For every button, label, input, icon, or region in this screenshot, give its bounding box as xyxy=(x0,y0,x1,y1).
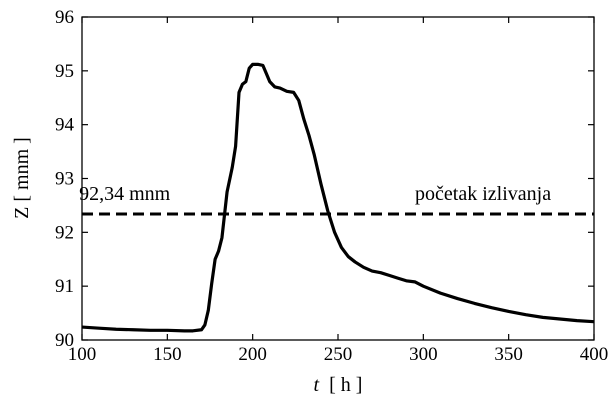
ticks xyxy=(81,16,595,341)
x-tick-label: 350 xyxy=(494,344,523,365)
x-axis-title: t [ h ] xyxy=(314,374,363,394)
y-tick-label: 93 xyxy=(55,169,74,190)
tick-labels: 100 150 200 250 300 350 400 90 91 92 93 94 95 96 xyxy=(55,7,608,365)
y-tick-label: 91 xyxy=(55,276,74,297)
y-tick-label: 94 xyxy=(55,115,75,136)
y-tick-label: 95 xyxy=(55,61,74,82)
water-level-series-line xyxy=(81,62,595,333)
x-tick-label: 150 xyxy=(153,344,182,365)
x-tick-label: 400 xyxy=(580,344,609,365)
overflow-start-label: početak izlivanja xyxy=(415,183,551,205)
y-tick-label: 90 xyxy=(55,330,74,351)
x-axis-unit: [ h ] xyxy=(329,374,362,394)
plot-lines xyxy=(81,62,595,333)
plot-frame xyxy=(81,16,595,341)
y-axis-title: Z [ mnm ] xyxy=(11,137,33,219)
x-tick-label: 300 xyxy=(409,344,438,365)
y-tick-label: 92 xyxy=(55,222,74,243)
threshold-value-label: 92,34 mnm xyxy=(79,183,171,205)
x-tick-label: 250 xyxy=(324,344,353,365)
x-tick-label: 100 xyxy=(68,344,97,365)
x-tick-label: 200 xyxy=(238,344,267,365)
x-axis-variable: t xyxy=(314,374,320,394)
y-tick-label: 96 xyxy=(55,7,74,28)
